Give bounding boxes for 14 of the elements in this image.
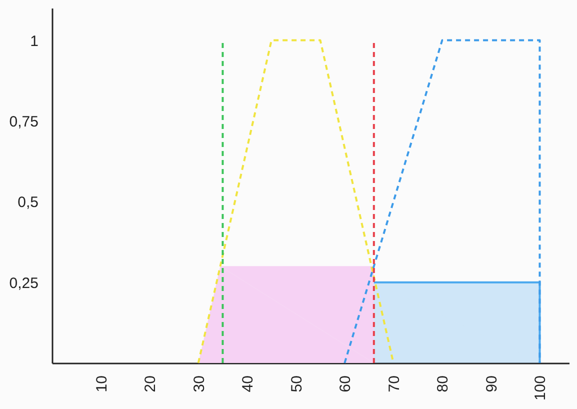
y-tick-label: 0,75 — [9, 113, 38, 130]
y-tick-label: 0,5 — [18, 194, 38, 212]
x-tick-label: 10 — [93, 376, 110, 392]
y-tick-label: 0,25 — [9, 274, 38, 292]
x-tick-label: 40 — [240, 376, 257, 392]
x-tick-label: 100 — [532, 376, 550, 401]
x-tick-label: 80 — [434, 376, 452, 392]
x-tick-label: 50 — [288, 376, 306, 392]
x-tick-label: 60 — [337, 376, 354, 392]
x-tick-label: 70 — [386, 376, 403, 392]
x-tick-label: 30 — [190, 376, 208, 392]
x-tick-label: 20 — [142, 376, 160, 392]
x-tick-label: 90 — [483, 376, 500, 392]
y-tick-label: 1 — [30, 32, 38, 50]
